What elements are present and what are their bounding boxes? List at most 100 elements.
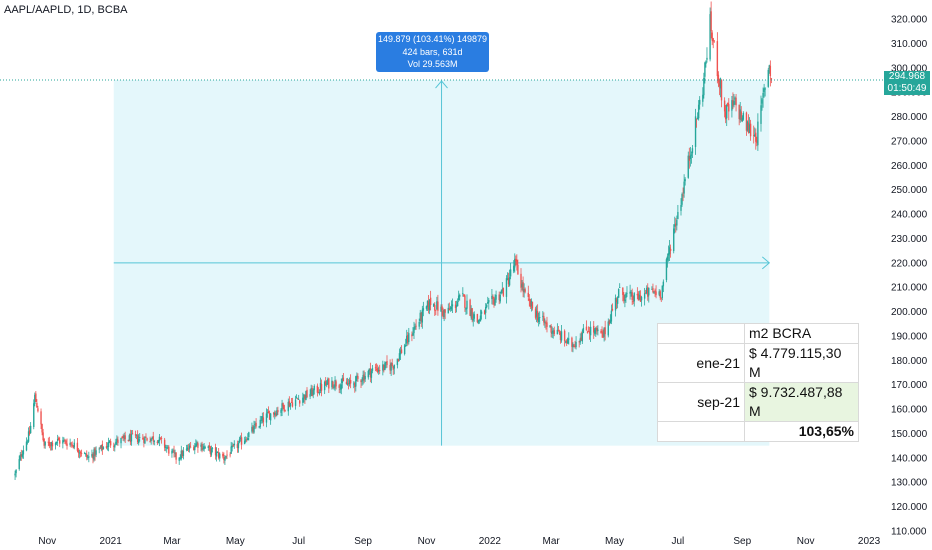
measure-bars-text: 424 bars, 631d	[402, 46, 463, 57]
candle	[150, 438, 152, 445]
candle	[749, 119, 752, 141]
candle	[123, 432, 125, 442]
candle-body	[389, 364, 391, 371]
row-value: $ 4.779.115,30 M	[744, 343, 859, 383]
candle	[247, 433, 249, 441]
candle-body	[557, 330, 560, 332]
candle	[604, 320, 606, 341]
candle-body	[406, 335, 408, 344]
candle	[444, 308, 446, 320]
y-tick-label: 310.000	[891, 39, 928, 50]
candle-body	[200, 444, 202, 447]
candle-body	[625, 293, 627, 299]
candle	[422, 301, 425, 317]
candle	[251, 422, 253, 434]
candle-body	[93, 449, 95, 460]
candle	[216, 451, 219, 453]
candle	[171, 448, 173, 458]
x-tick-label: Nov	[418, 536, 436, 547]
candle	[392, 365, 394, 375]
candle	[208, 442, 211, 452]
candle	[589, 321, 592, 342]
candle-body	[371, 368, 374, 371]
candle	[483, 309, 486, 315]
candle	[186, 444, 189, 452]
candle	[305, 390, 307, 401]
candle	[326, 380, 328, 388]
candle-body	[100, 445, 102, 448]
candle	[459, 293, 461, 301]
candle	[667, 245, 670, 262]
candle	[211, 447, 214, 453]
candle-body	[123, 435, 125, 438]
candle-body	[92, 454, 94, 459]
candle-body	[258, 426, 260, 428]
candle-body	[204, 447, 206, 449]
candle-body	[534, 308, 537, 318]
candle-body	[407, 334, 409, 343]
x-tick-label: Mar	[163, 536, 181, 547]
candle	[328, 377, 330, 393]
candle	[677, 204, 679, 220]
candle-body	[182, 450, 185, 457]
candle	[196, 440, 198, 447]
candle	[296, 398, 299, 400]
candle-body	[508, 277, 511, 286]
candle	[421, 305, 424, 329]
candle	[265, 408, 268, 428]
candle-body	[83, 453, 86, 454]
candle-body	[735, 97, 737, 106]
candle	[253, 420, 255, 434]
candle	[145, 433, 147, 438]
candle-body	[494, 299, 496, 306]
candle-body	[726, 104, 728, 119]
candle-body	[575, 341, 577, 348]
candle-body	[261, 416, 264, 421]
candle-body	[400, 349, 403, 354]
candle	[390, 362, 392, 376]
candle-body	[644, 292, 647, 294]
candle	[102, 446, 105, 450]
candle-body	[444, 309, 446, 313]
candle	[742, 111, 745, 121]
candle-body	[411, 334, 413, 337]
candle	[33, 399, 35, 430]
candle	[153, 439, 155, 446]
candle-body	[619, 287, 621, 288]
candle-body	[502, 288, 505, 296]
candle	[738, 104, 740, 126]
candle	[19, 452, 21, 462]
candle	[385, 361, 387, 369]
candle-body	[222, 453, 224, 457]
candle	[530, 298, 533, 312]
time-axis[interactable]: Nov 2021 Mar May Jul Sep Nov 2022 Mar May Jul Sep No…	[38, 536, 880, 547]
candle-body	[130, 433, 133, 442]
x-tick-label: Jul	[292, 536, 305, 547]
candle-body	[41, 423, 43, 433]
candle-body	[134, 434, 137, 436]
candle	[760, 95, 762, 132]
candle	[545, 320, 547, 330]
candle-body	[42, 432, 44, 441]
candle	[662, 279, 665, 293]
candle-body	[201, 443, 203, 451]
candle	[651, 286, 653, 290]
candle-body	[571, 337, 573, 347]
candle-body	[21, 454, 24, 457]
candle-body	[596, 328, 598, 332]
candle-body	[398, 353, 401, 360]
row-label: sep-21	[657, 382, 745, 422]
candle	[224, 455, 226, 465]
candle-body	[370, 370, 373, 378]
candle	[486, 303, 488, 309]
candle	[248, 431, 250, 441]
candle	[134, 430, 137, 439]
candle	[243, 436, 246, 445]
candle-body	[237, 443, 240, 449]
candle	[556, 323, 559, 335]
candle	[203, 443, 205, 452]
candle-body	[539, 317, 541, 318]
candle	[42, 428, 44, 442]
candle	[114, 443, 116, 452]
